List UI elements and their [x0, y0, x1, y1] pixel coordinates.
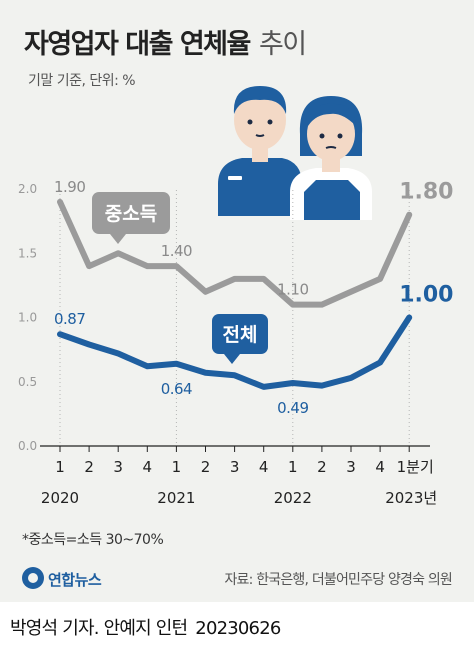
x-tick-label: 2	[317, 458, 327, 476]
data-point	[144, 363, 150, 369]
x-tick-label: 3	[346, 458, 356, 476]
year-label: 2023년	[385, 489, 437, 507]
byline: 박영석 기자. 안예지 인턴	[10, 618, 188, 639]
credit-date: 20230626	[195, 618, 281, 639]
year-label: 2020	[41, 489, 79, 507]
x-tick-label: 2	[84, 458, 94, 476]
line-chart: 0.0 0.5 1.0 1.5 2.0 1 2 3 4 1 2 3 4 1 2 3 4 1분기 2020 2021 20…	[18, 178, 453, 507]
x-tick-label: 4	[143, 458, 153, 476]
data-point	[203, 370, 208, 376]
woman-illustration	[290, 96, 372, 220]
data-point	[203, 289, 208, 295]
data-point	[232, 372, 238, 378]
end-value-label: 1.80	[399, 180, 453, 205]
series-layer	[57, 198, 413, 390]
x-tick-label: 2	[201, 458, 211, 476]
x-tick-label: 4	[375, 458, 385, 476]
data-point	[173, 263, 179, 269]
data-point	[144, 263, 150, 269]
end-value-label: 1.00	[399, 283, 453, 308]
value-label: 0.87	[54, 310, 85, 328]
data-point	[57, 199, 63, 205]
x-tick-label: 1	[55, 458, 65, 476]
footnote: *중소득=소득 30~70%	[22, 532, 164, 548]
data-point	[319, 383, 325, 389]
data-point	[261, 384, 267, 390]
data-point	[406, 212, 412, 218]
data-point	[290, 380, 296, 386]
yonhap-logo-icon	[22, 567, 44, 589]
data-point	[348, 375, 354, 381]
unit-note: 기말 기준, 단위: %	[28, 73, 136, 89]
credit-line: 박영석 기자. 안예지 인턴 20230626	[10, 614, 281, 640]
legend-callout-box	[212, 314, 268, 354]
y-tick-label: 0.5	[18, 375, 37, 389]
agency-name: 연합뉴스	[48, 571, 102, 589]
y-tick-label: 2.0	[18, 182, 37, 196]
data-point	[86, 263, 92, 269]
data-point	[406, 315, 412, 320]
x-tick-label: 1분기	[397, 458, 434, 476]
data-point	[232, 276, 238, 282]
x-tick-label: 1	[172, 458, 182, 476]
data-point	[290, 302, 296, 308]
x-tick-label: 4	[259, 458, 269, 476]
data-point	[377, 276, 383, 282]
people-illustration	[218, 86, 372, 220]
title-main: 자영업자 대출 연체율	[24, 29, 251, 60]
data-point	[86, 341, 92, 347]
value-label: 0.64	[161, 380, 192, 398]
value-label: 1.40	[161, 242, 192, 260]
source-note: 자료: 한국은행, 더불어민주당 양경숙 의원	[224, 572, 452, 588]
data-point	[173, 361, 179, 367]
label-layer: 1.90 1.40 1.10 1.80 0.87 0.64 0.49 1.00	[54, 178, 453, 417]
data-point	[57, 331, 63, 337]
x-tick-label: 1	[288, 458, 298, 476]
axis-layer: 0.0 0.5 1.0 1.5 2.0 1 2 3 4 1 2 3 4 1 2 3 4 1분기 2020 2021 20…	[18, 182, 437, 507]
y-tick-label: 1.0	[18, 311, 37, 325]
legend-callout-box	[92, 192, 170, 234]
data-point	[319, 302, 325, 308]
legend-callout-pointer	[224, 354, 240, 364]
y-tick-label: 0.0	[18, 439, 37, 453]
x-tick-label: 3	[230, 458, 240, 476]
year-label: 2021	[157, 489, 195, 507]
legend-label: 전체	[223, 324, 258, 346]
value-label: 0.49	[277, 399, 308, 417]
x-tick-label: 3	[113, 458, 123, 476]
data-point	[115, 350, 121, 356]
y-tick-label: 1.5	[18, 246, 37, 260]
legend-callout-pointer	[110, 234, 126, 244]
legend-label: 중소득	[105, 203, 157, 225]
data-point	[377, 359, 383, 365]
title-suffix: 추이	[258, 29, 307, 60]
data-point	[348, 289, 354, 295]
man-illustration	[218, 86, 302, 216]
value-label: 1.90	[54, 178, 85, 196]
data-point	[115, 250, 121, 256]
data-point	[261, 276, 267, 282]
year-label: 2022	[274, 489, 312, 507]
value-label: 1.10	[277, 281, 308, 299]
page-title: 자영업자 대출 연체율 추이	[24, 22, 307, 61]
